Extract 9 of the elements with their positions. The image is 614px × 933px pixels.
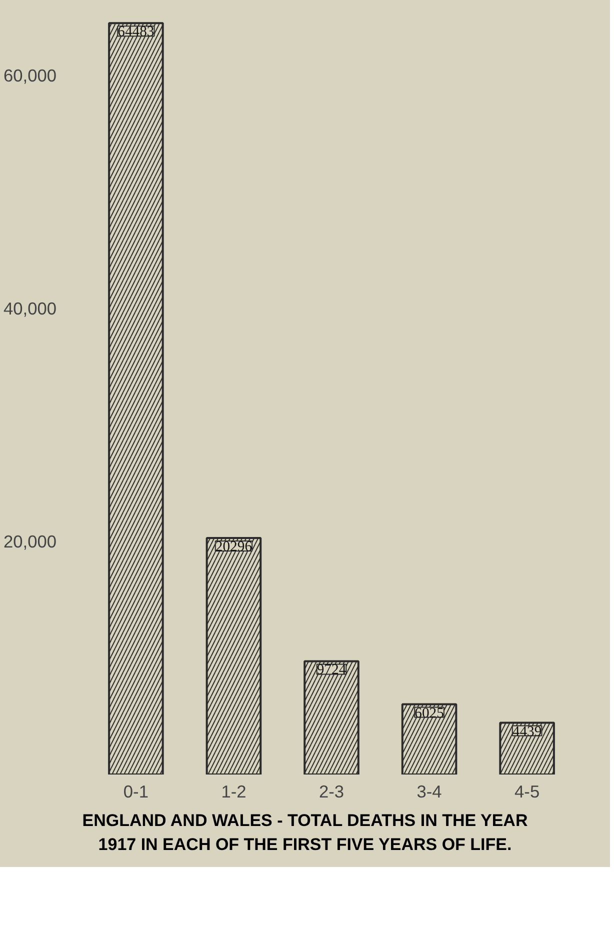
x-tick-label: 1-2 [221, 782, 246, 802]
x-tick-label: 3-4 [416, 782, 442, 802]
text: ENGLAND AND WALES - TOTAL DEATHS IN THE YEAR 1917 IN EACH OF THE FIRST FIVE YEARS OF LIFE. [81, 810, 529, 856]
x-tick-label: 2-3 [318, 782, 344, 802]
x-tick-label: 4-5 [514, 782, 540, 802]
x-tick-label: 0-1 [123, 782, 148, 802]
y-tick-label: 40,000 [4, 298, 56, 318]
y-tick-label: 60,000 [4, 65, 56, 86]
y-tick-label: 20,000 [4, 531, 56, 552]
